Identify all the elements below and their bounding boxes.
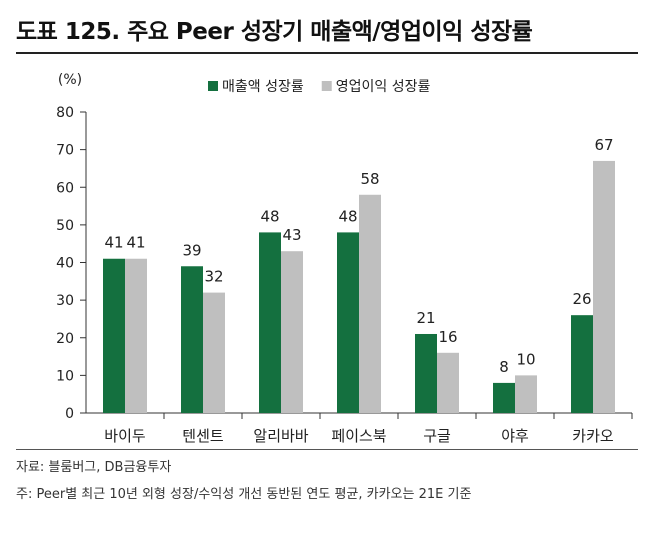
y-tick-label: 0	[65, 406, 74, 422]
footer-divider	[16, 449, 638, 450]
data-label: 43	[282, 226, 301, 244]
data-label: 26	[572, 290, 591, 308]
data-label: 21	[416, 309, 435, 327]
x-tick-label: 바이두	[104, 427, 146, 445]
x-tick-label: 알리바바	[253, 427, 308, 445]
y-tick-label: 70	[56, 143, 74, 159]
data-label: 48	[338, 207, 357, 225]
y-axis-unit-label: (%)	[58, 72, 82, 88]
x-tick-label: 페이스북	[331, 427, 386, 445]
data-label: 16	[438, 328, 457, 346]
bar-op-income	[125, 258, 147, 413]
legend-label-2: 영업이익 성장률	[336, 79, 431, 95]
bar-revenue	[571, 315, 593, 413]
bar-op-income	[281, 251, 303, 413]
x-tick-label: 텐센트	[182, 427, 224, 445]
y-tick-label: 60	[56, 180, 74, 196]
y-tick-label: 10	[56, 368, 74, 384]
bar-revenue	[103, 258, 125, 413]
y-tick-label: 30	[56, 293, 74, 309]
legend-swatch-1	[208, 81, 218, 91]
title-divider	[16, 52, 638, 54]
y-tick-label: 50	[56, 218, 74, 234]
data-label: 58	[360, 170, 379, 188]
bar-chart: (%) 매출액 성장률 영업이익 성장률 0 10 20 30 40 50 60 70 80 바이두 41…	[56, 72, 633, 445]
data-label: 8	[499, 358, 509, 376]
bar-op-income	[437, 352, 459, 413]
bar-op-income	[515, 375, 537, 413]
bar-revenue	[337, 232, 359, 413]
chart-title: 도표 125. 주요 Peer 성장기 매출액/영업이익 성장률	[16, 19, 533, 45]
x-tick-label: 야후	[501, 427, 529, 445]
y-tick-label: 80	[56, 105, 74, 121]
x-tick-label: 구글	[423, 427, 451, 445]
note-text: 주: Peer별 최근 10년 외형 성장/수익성 개선 동반된 연도 평균, …	[16, 487, 472, 502]
data-label: 41	[126, 234, 145, 252]
bar-op-income	[203, 292, 225, 413]
legend-swatch-2	[321, 81, 332, 91]
bar-revenue	[493, 382, 515, 413]
data-label: 32	[204, 268, 223, 286]
data-label: 41	[104, 234, 123, 252]
bar-revenue	[259, 232, 281, 413]
bar-revenue	[415, 333, 437, 413]
legend-label-1: 매출액 성장률	[222, 79, 304, 95]
y-tick-label: 20	[56, 331, 74, 347]
data-label: 39	[182, 241, 201, 259]
bar-op-income	[593, 160, 615, 413]
bar-revenue	[181, 266, 203, 413]
data-label: 10	[516, 350, 535, 368]
x-tick-label: 카카오	[572, 427, 614, 445]
data-label: 48	[260, 207, 279, 225]
y-tick-label: 40	[56, 256, 74, 272]
bar-op-income	[359, 194, 381, 413]
source-text: 자료: 블룸버그, DB금융투자	[16, 460, 172, 475]
data-label: 67	[594, 136, 613, 154]
